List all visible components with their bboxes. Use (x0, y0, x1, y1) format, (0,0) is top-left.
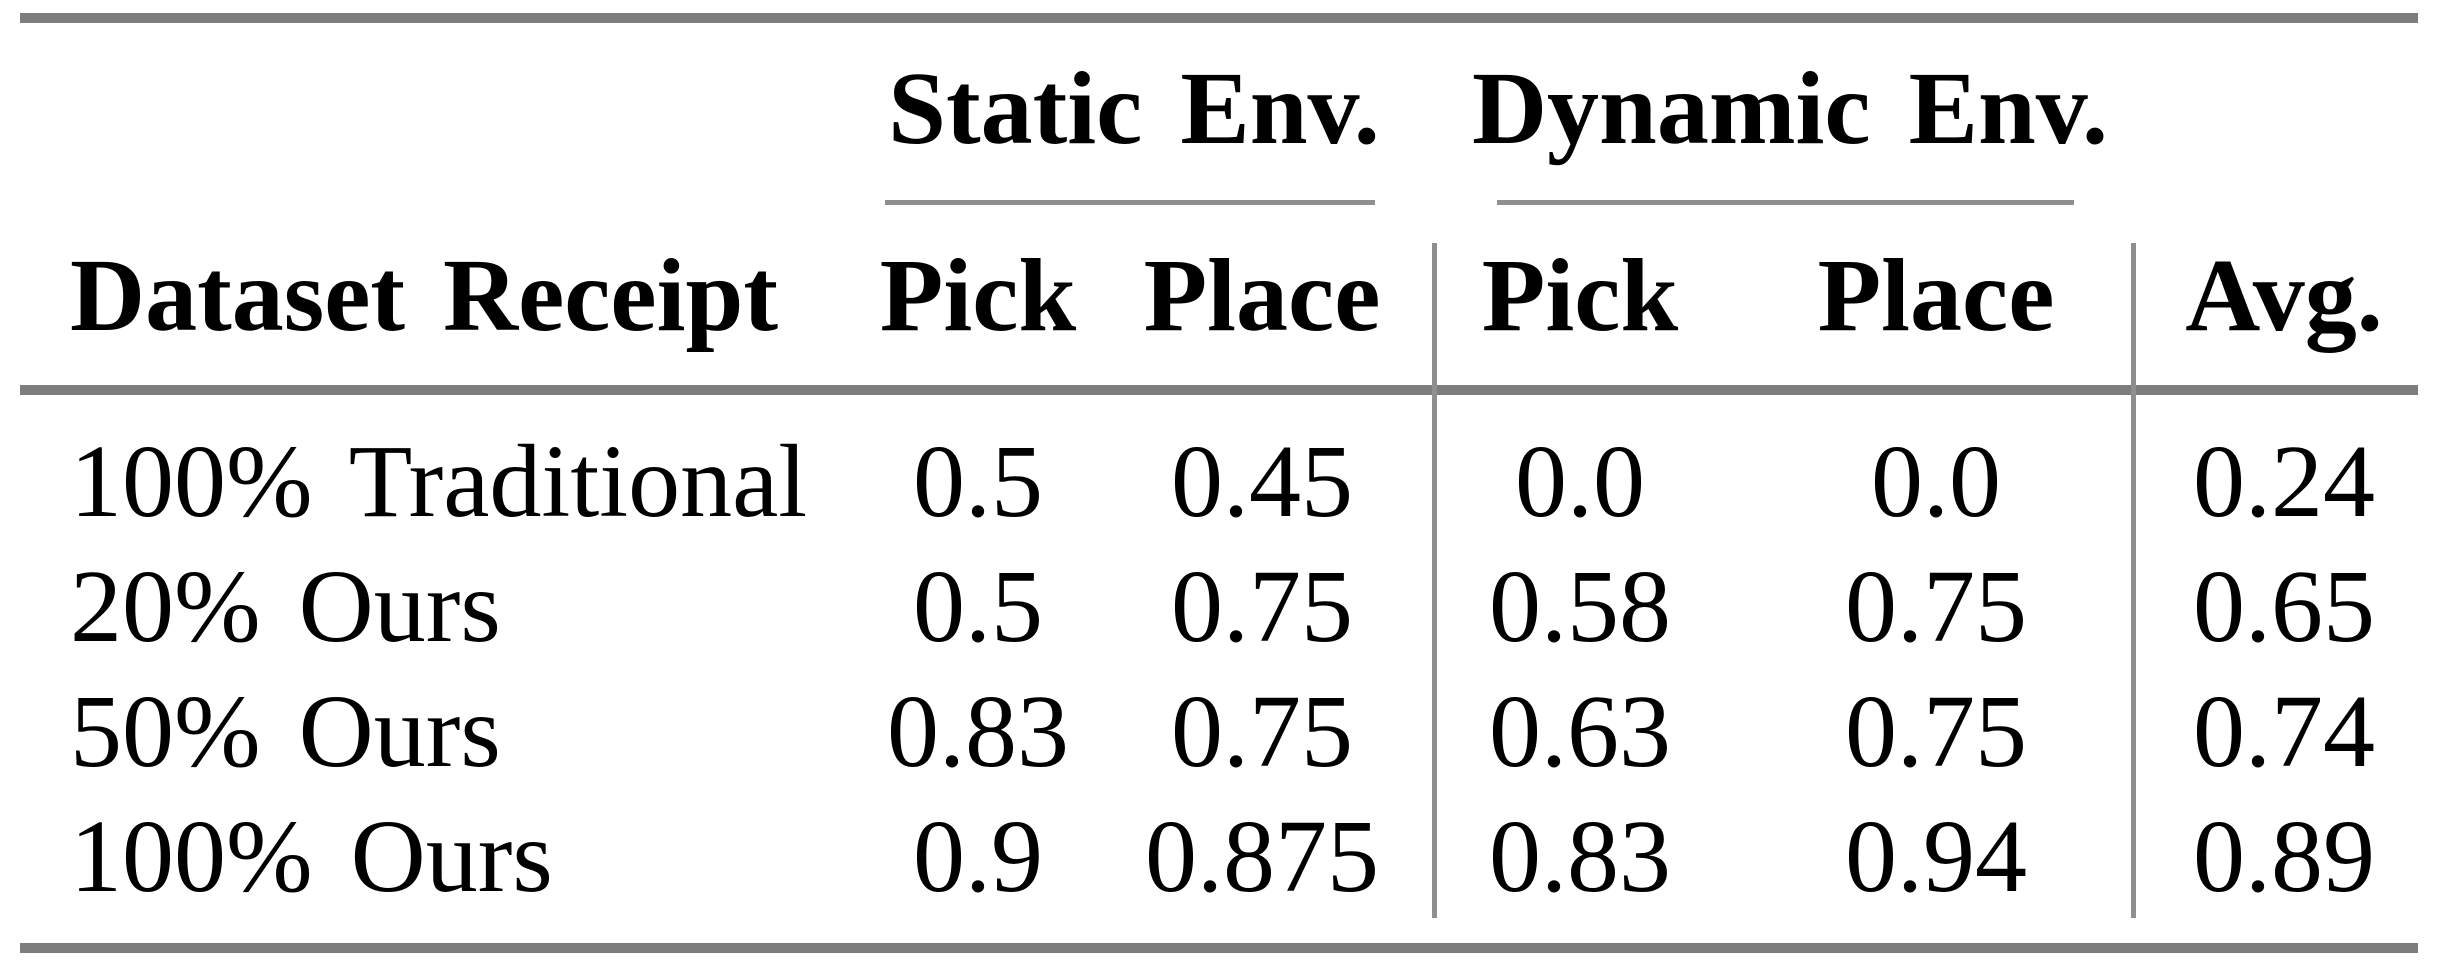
row-label: 50% Ours (70, 674, 501, 789)
table-row: 50% Ours 0.83 0.75 0.63 0.75 0.74 (0, 670, 2440, 794)
table-cell: 0.83 (887, 674, 1069, 789)
table-cell: 0.0 (1515, 424, 1645, 539)
table-cell: 0.75 (1845, 549, 2027, 664)
column-header-row: Dataset Receipt Pick Place Pick Place Av… (0, 234, 2440, 358)
table-top-rule (20, 13, 2418, 23)
table-cell: 0.83 (1489, 799, 1671, 914)
table-cell: 0.24 (2193, 424, 2375, 539)
table-cell: 0.5 (913, 549, 1043, 664)
table-bottom-rule (20, 943, 2418, 953)
table-cell: 0.75 (1171, 674, 1353, 789)
table-cell: 0.0 (1871, 424, 2001, 539)
column-divider-avg (2131, 243, 2136, 918)
column-header-static-place: Place (1143, 238, 1381, 353)
table-row: 20% Ours 0.5 0.75 0.58 0.75 0.65 (0, 545, 2440, 669)
column-header-avg: Avg. (2185, 238, 2383, 353)
table-cell: 0.74 (2193, 674, 2375, 789)
column-header-static-pick: Pick (879, 238, 1077, 353)
column-divider-static-dynamic (1432, 243, 1437, 918)
table-cell: 0.63 (1489, 674, 1671, 789)
static-env-underline (885, 200, 1375, 205)
row-label: 100% Traditional (70, 424, 808, 539)
table-cell: 0.75 (1171, 549, 1353, 664)
column-header-dataset-receipt: Dataset Receipt (70, 238, 778, 353)
group-header-static-env: Static Env. (888, 51, 1380, 166)
table-row: 100% Traditional 0.5 0.45 0.0 0.0 0.24 (0, 420, 2440, 544)
table-cell: 0.45 (1171, 424, 1353, 539)
table-cell: 0.94 (1845, 799, 2027, 914)
table-cell: 0.875 (1145, 799, 1379, 914)
table-cell: 0.75 (1845, 674, 2027, 789)
group-header-dynamic-env: Dynamic Env. (1471, 51, 2109, 166)
table-cell: 0.65 (2193, 549, 2375, 664)
column-header-dynamic-pick: Pick (1481, 238, 1679, 353)
dynamic-env-underline (1497, 200, 2074, 205)
table-cell: 0.5 (913, 424, 1043, 539)
row-label: 20% Ours (70, 549, 501, 664)
table-header-rule (20, 385, 2418, 395)
row-label: 100% Ours (70, 799, 553, 914)
table-row: 100% Ours 0.9 0.875 0.83 0.94 0.89 (0, 795, 2440, 919)
column-header-dynamic-place: Place (1817, 238, 2055, 353)
table-cell: 0.9 (913, 799, 1043, 914)
table-cell: 0.89 (2193, 799, 2375, 914)
table-cell: 0.58 (1489, 549, 1671, 664)
group-header-row: Static Env. Dynamic Env. (0, 47, 2440, 171)
